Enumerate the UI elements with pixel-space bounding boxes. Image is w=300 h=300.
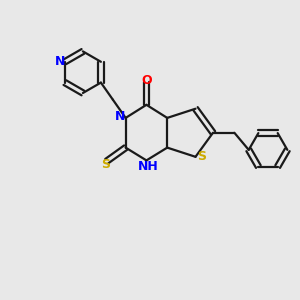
Text: NH: NH <box>137 160 158 173</box>
Text: N: N <box>55 55 66 68</box>
Text: S: S <box>101 158 110 171</box>
Text: S: S <box>197 150 206 163</box>
Text: N: N <box>115 110 125 123</box>
Text: O: O <box>141 74 152 87</box>
